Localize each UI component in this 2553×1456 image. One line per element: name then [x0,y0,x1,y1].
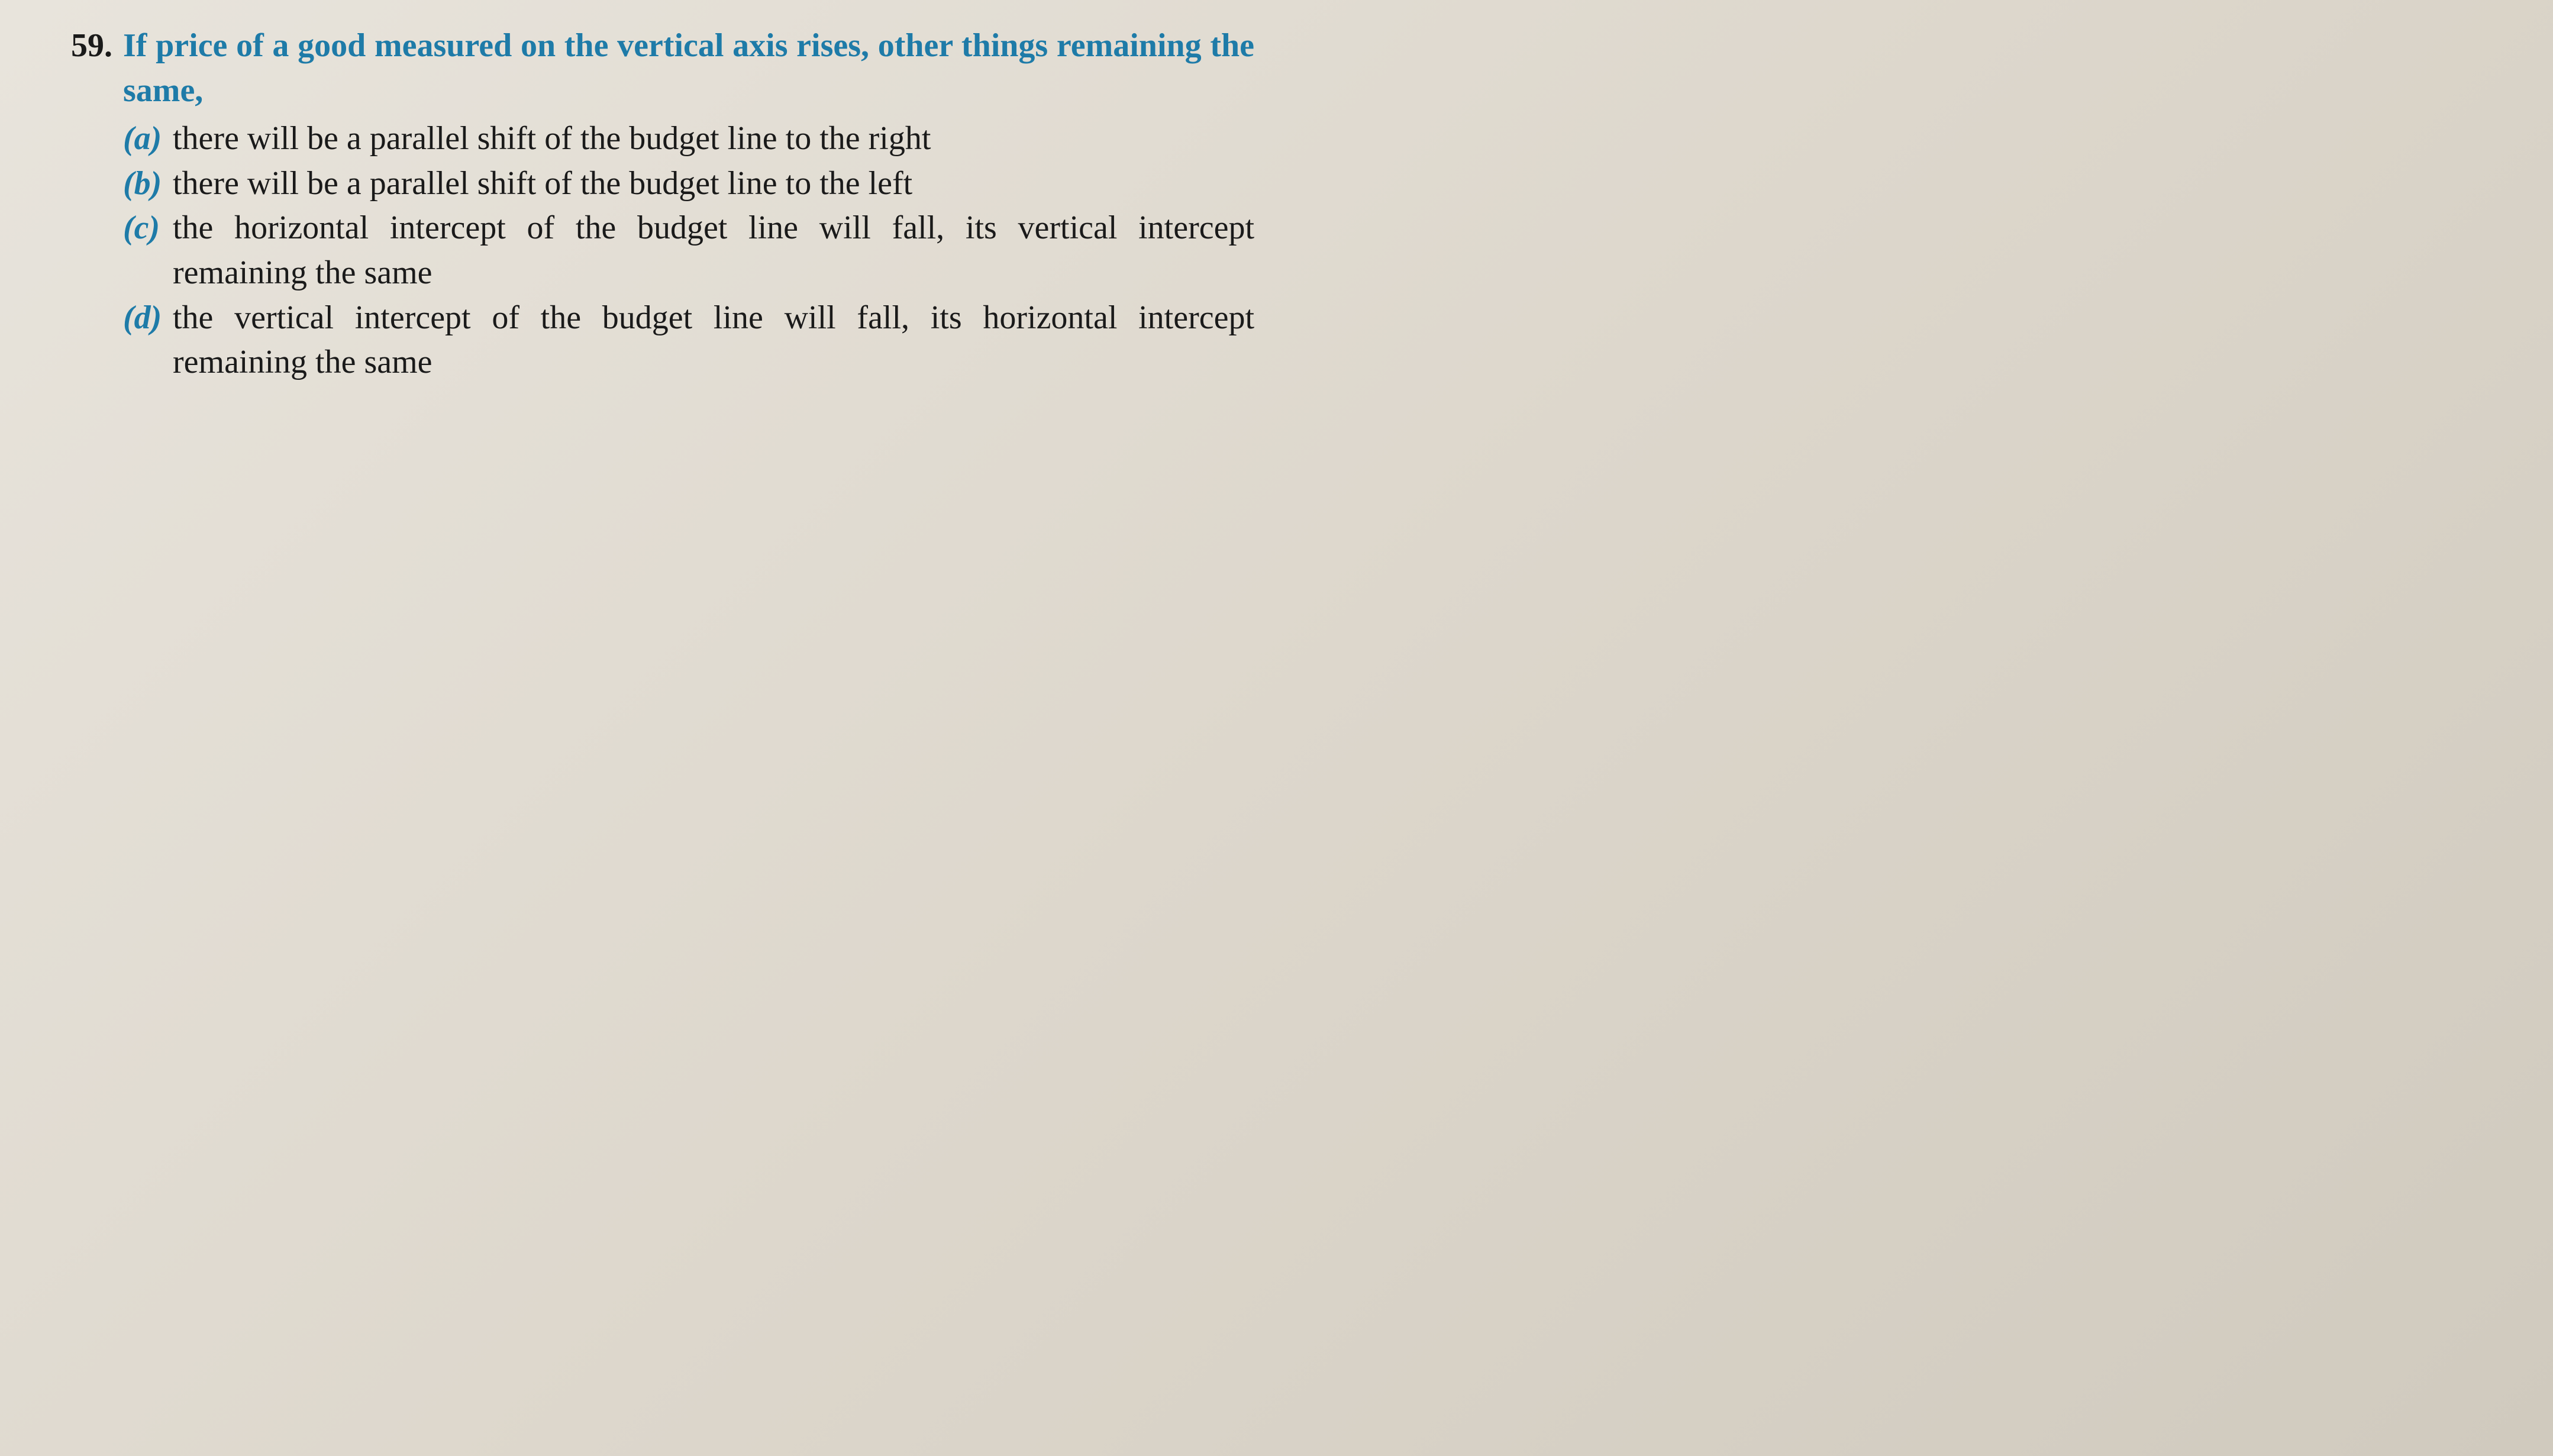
option-text: the horizontal intercept of the budget l… [173,206,1254,295]
option-c: (c) the horizontal intercept of the budg… [123,206,1254,295]
option-text: there will be a parallel shift of the bu… [173,162,1254,206]
page-content: 59. If price of a good measured on the v… [0,0,1302,409]
option-b: (b) there will be a parallel shift of th… [123,162,1254,206]
option-label: (a) [123,117,164,162]
option-label: (c) [123,206,164,251]
question-number: 59. [71,24,112,69]
option-label: (b) [123,162,164,206]
question-stem: If price of a good measured on the verti… [123,24,1254,113]
question-body: If price of a good measured on the verti… [123,24,1254,385]
option-label: (d) [123,296,164,341]
option-text: there will be a parallel shift of the bu… [173,117,1254,162]
question-block: 59. If price of a good measured on the v… [71,24,1254,385]
options-list: (a) there will be a parallel shift of th… [123,117,1254,385]
option-text: the vertical intercept of the budget lin… [173,296,1254,385]
option-a: (a) there will be a parallel shift of th… [123,117,1254,162]
option-d: (d) the vertical intercept of the budget… [123,296,1254,385]
